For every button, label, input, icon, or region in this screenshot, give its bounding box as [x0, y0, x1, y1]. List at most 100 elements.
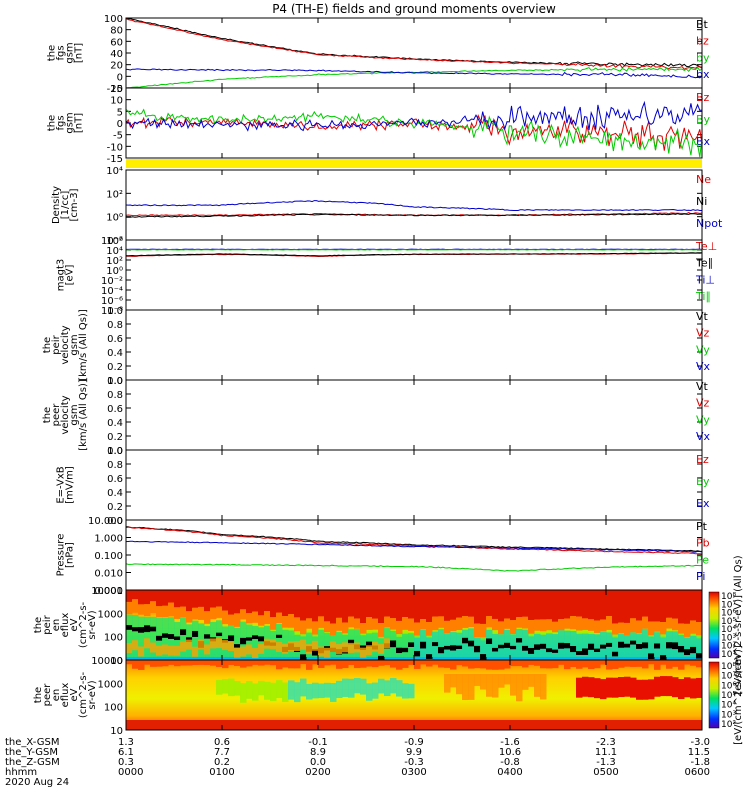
spectrogram-cell [216, 590, 223, 607]
spectrogram-cell [144, 625, 151, 633]
spectrogram-cell [270, 720, 277, 730]
spectrogram-cell [144, 720, 151, 730]
spectrogram-cell [144, 660, 151, 665]
spectrogram-cell [606, 720, 613, 730]
spectrogram-cell [228, 614, 235, 626]
y-tick-label: 0.2 [107, 502, 123, 513]
spectrogram-cell [132, 627, 139, 632]
spectrogram-cell [156, 635, 163, 641]
spectrogram-cell [636, 720, 643, 730]
y-tick-label: 10⁴ [106, 246, 123, 257]
legend-Ti∥: Ti∥ [695, 290, 711, 303]
spectrogram-cell [648, 653, 655, 660]
spectrogram-cell [312, 660, 319, 665]
spectrogram-cell [150, 626, 157, 632]
legend-Pb: Pb [696, 537, 710, 550]
spectrogram-cell [582, 633, 589, 657]
spectrogram-cell [318, 646, 325, 657]
panel-ylabel-line: [km/s (All Qs)] [78, 379, 89, 451]
panel-ylabel-line: Pressure [56, 534, 67, 577]
y-tick-label: -10 [107, 142, 123, 153]
spectrogram-cell [372, 660, 379, 668]
spectrogram-cell [582, 676, 589, 697]
spectrogram-cell [138, 616, 145, 657]
spectrogram-cell [540, 720, 547, 730]
series-line-Pb [125, 526, 703, 555]
spectrogram-cell [456, 720, 463, 730]
spectrogram-cell [546, 648, 553, 653]
spectrogram-cell [534, 644, 541, 650]
y-tick-label: 0.8 [107, 460, 123, 471]
spectrogram-cell [564, 618, 571, 629]
spectrogram-cell [192, 660, 199, 665]
spectrogram-cell [552, 660, 559, 669]
y-tick-label: 100 [104, 633, 123, 644]
spectrogram-cell [420, 641, 427, 649]
spectrogram-cell [282, 643, 289, 654]
spectrogram-cell [420, 720, 427, 730]
panel-frame [125, 309, 703, 381]
spectrogram-cell [510, 660, 517, 667]
spectrogram-cell [330, 683, 337, 702]
spectrogram-cell [336, 644, 343, 655]
spectrogram-cell [486, 674, 493, 697]
spectrogram-cell [510, 590, 517, 621]
spectrogram-cell [378, 643, 385, 654]
series-group-pressure [125, 526, 703, 572]
legend-bx: bx [696, 68, 710, 81]
x-value-1-1: 7.7 [214, 747, 230, 758]
spectrogram-cell [666, 676, 673, 697]
spectrogram-cell [528, 660, 535, 665]
spectrogram-cell [240, 590, 247, 610]
spectrogram-cell [570, 616, 577, 630]
spectrogram-cell [258, 615, 265, 626]
spectrogram-cell [696, 590, 703, 623]
spectrogram-cell [666, 617, 673, 629]
spectrogram-cell [600, 619, 607, 632]
spectrogram-cell [168, 720, 175, 730]
spectrogram-cell [522, 660, 529, 668]
series-group-temperature [125, 248, 703, 258]
y-tick-label: 10⁻² [101, 276, 123, 287]
spectrogram-cell [504, 660, 511, 669]
spectrogram-cell [384, 720, 391, 730]
spectrogram-cell [648, 720, 655, 730]
legend-Ne: Ne [696, 173, 711, 186]
spectrogram-cell [660, 637, 667, 657]
spectrogram-cell [402, 720, 409, 730]
spectrogram-cell [456, 660, 463, 666]
y-tick-label: 10⁻⁴ [101, 286, 123, 297]
y-tick-label: 80 [110, 26, 123, 37]
spectrogram-cell [150, 642, 157, 653]
spectrogram-cell [534, 674, 541, 697]
spectrogram-cell [210, 638, 217, 649]
spectrogram-cell [630, 677, 637, 698]
spectrogram-cell [612, 637, 619, 657]
spectrogram-cell [432, 642, 439, 647]
legend-Vy: Vy [696, 413, 710, 426]
spectrogram-cell [402, 633, 409, 657]
spectrogram-cell [546, 633, 553, 657]
spectrogram-cell [396, 720, 403, 730]
spectrogram-cell [156, 660, 163, 667]
spectrogram-cell [576, 590, 583, 617]
spectrogram-cell [486, 616, 493, 628]
spectrogram-cell [600, 720, 607, 730]
spectrogram-cell [372, 641, 379, 652]
spectrogram-cell [276, 641, 283, 652]
spectrogram-cell [660, 622, 667, 635]
y-tick-label: 10000 [91, 586, 123, 597]
spectrogram-cell [438, 616, 445, 628]
spectrogram-cell [432, 616, 439, 631]
colorbar-tick: 10⁵ [721, 617, 736, 627]
spectrogram-cell [282, 682, 289, 702]
legend-By: By [696, 113, 711, 126]
legend-Vx: Vx [696, 360, 711, 373]
spectrogram-cell [522, 629, 529, 657]
spectrogram-cell [144, 590, 151, 605]
spectrogram-cell [450, 660, 457, 670]
spectrogram-cell [588, 643, 595, 650]
spectrogram-cell [540, 590, 547, 620]
spectrogram-cell [594, 648, 601, 652]
